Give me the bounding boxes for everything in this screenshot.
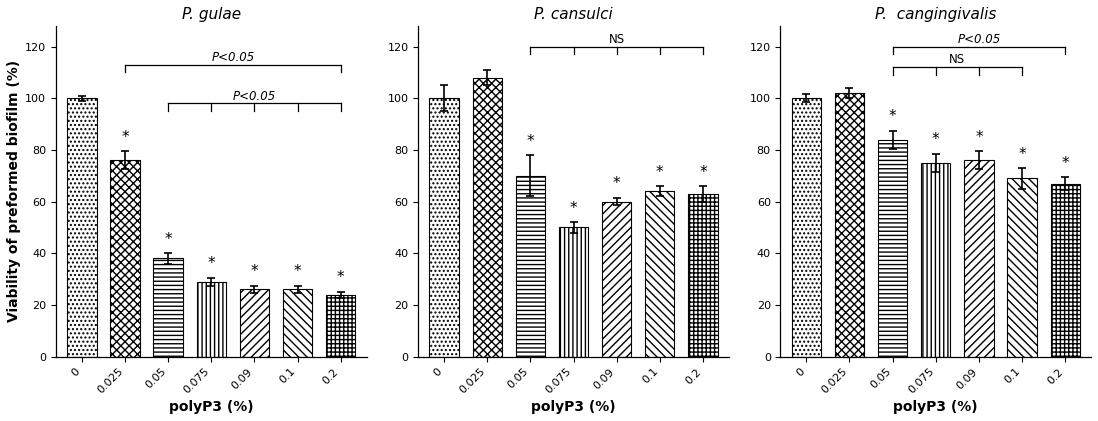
Bar xyxy=(559,227,589,357)
Bar xyxy=(472,77,502,357)
Bar xyxy=(67,98,97,357)
Bar xyxy=(326,295,356,357)
Text: P<0.05: P<0.05 xyxy=(211,51,255,64)
Bar xyxy=(283,290,312,357)
Title: P.  cangingivalis: P. cangingivalis xyxy=(875,7,997,22)
Text: *: * xyxy=(656,165,663,180)
Bar xyxy=(964,160,994,357)
Text: P<0.05: P<0.05 xyxy=(957,33,1000,46)
Title: P. gulae: P. gulae xyxy=(181,7,240,22)
Bar xyxy=(1007,179,1037,357)
Text: *: * xyxy=(293,264,301,279)
Text: *: * xyxy=(888,109,896,124)
Text: *: * xyxy=(250,264,258,279)
Bar xyxy=(516,176,545,357)
Text: *: * xyxy=(208,256,215,272)
Text: *: * xyxy=(699,165,707,180)
Bar xyxy=(602,202,631,357)
X-axis label: polyP3 (%): polyP3 (%) xyxy=(894,400,978,414)
Bar xyxy=(834,93,864,357)
Y-axis label: Viability of preformed biofilm (%): Viability of preformed biofilm (%) xyxy=(7,60,21,322)
Text: *: * xyxy=(337,270,345,285)
Bar xyxy=(239,290,269,357)
Text: *: * xyxy=(1062,156,1069,171)
Bar xyxy=(197,282,226,357)
Text: *: * xyxy=(1018,147,1026,162)
Bar xyxy=(878,140,907,357)
Text: *: * xyxy=(527,133,535,149)
Bar xyxy=(646,191,674,357)
Text: *: * xyxy=(570,201,578,216)
Text: NS: NS xyxy=(608,33,625,46)
Text: *: * xyxy=(975,130,983,145)
X-axis label: polyP3 (%): polyP3 (%) xyxy=(531,400,616,414)
Text: P<0.05: P<0.05 xyxy=(233,90,276,103)
Text: *: * xyxy=(932,132,940,147)
Bar xyxy=(792,98,821,357)
Text: *: * xyxy=(165,232,172,247)
Text: *: * xyxy=(613,176,620,191)
Title: P. cansulci: P. cansulci xyxy=(534,7,613,22)
Bar xyxy=(688,194,718,357)
Bar xyxy=(429,98,459,357)
Bar xyxy=(1051,184,1079,357)
Text: NS: NS xyxy=(950,53,965,67)
Bar xyxy=(110,160,139,357)
Bar xyxy=(154,258,182,357)
Text: *: * xyxy=(121,130,128,145)
X-axis label: polyP3 (%): polyP3 (%) xyxy=(169,400,254,414)
Bar xyxy=(921,163,951,357)
